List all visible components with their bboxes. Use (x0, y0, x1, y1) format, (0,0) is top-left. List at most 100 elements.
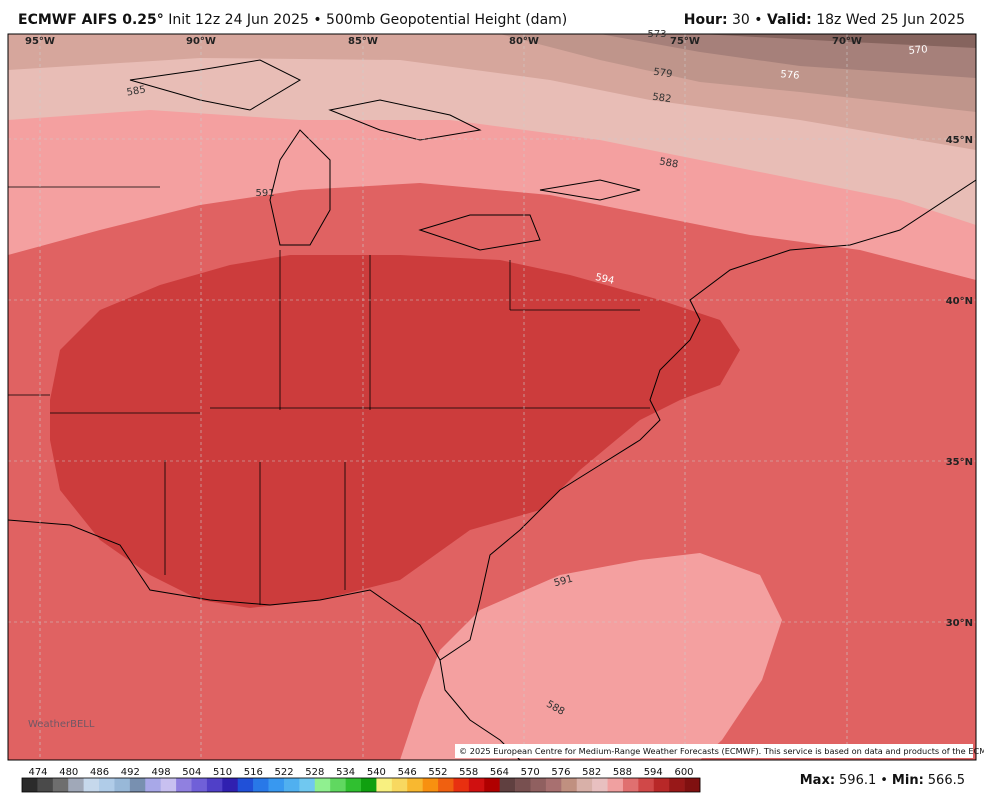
min-label: Min: (892, 773, 924, 788)
colorbar-label: 474 (28, 767, 47, 778)
colorbar-label: 510 (213, 767, 232, 778)
colorbar-swatch (145, 778, 161, 792)
colorbar-swatch (299, 778, 316, 792)
colorbar-swatch (330, 778, 346, 792)
lat-label: 30°N (946, 618, 973, 629)
colorbar-swatch (438, 778, 454, 792)
colorbar-label: 546 (398, 767, 417, 778)
lon-label: 80°W (509, 36, 539, 47)
colorbar-label: 570 (521, 767, 540, 778)
lon-label: 75°W (670, 36, 700, 47)
colorbar-swatch (453, 778, 470, 792)
colorbar-swatch (253, 778, 269, 792)
labels: 95°W 90°W 85°W 80°W 75°W 70°W 45°N 40°N 35°N 30°N… (25, 29, 973, 718)
lon-label: 85°W (348, 36, 378, 47)
colorbar-swatch (468, 778, 485, 792)
header-left: ECMWF AIFS 0.25° Init 12z 24 Jun 2025 • … (18, 12, 567, 28)
colorbar-swatch (576, 778, 593, 792)
colorbar-swatch (237, 778, 254, 792)
colorbar-swatch (669, 778, 685, 792)
colorbar-swatch (345, 778, 362, 792)
copyright: © 2025 European Centre for Medium-Range … (459, 746, 984, 756)
title: ECMWF AIFS 0.25° (18, 12, 164, 28)
colorbar-label: 528 (305, 767, 324, 778)
copyright-bg (455, 744, 973, 758)
colorbar-label: 522 (275, 767, 294, 778)
fill-570 (700, 34, 976, 48)
colorbar-label: 576 (551, 767, 570, 778)
colorbar-swatch (206, 778, 223, 792)
colorbar-swatch (22, 778, 38, 792)
colorbar-swatch (607, 778, 624, 792)
lon-label: 90°W (186, 36, 216, 47)
hour: 30 (732, 12, 750, 28)
contour-label: 588 (658, 156, 679, 170)
max-label: Max: (800, 773, 835, 788)
contour-label: 576 (780, 69, 800, 82)
colorbar-label: 588 (613, 767, 632, 778)
contour-fills (8, 34, 976, 760)
colorbar-swatch (68, 778, 84, 792)
colorbar-swatch (160, 778, 177, 792)
colorbar-label: 516 (244, 767, 263, 778)
graticule (8, 34, 976, 760)
colorbar-swatch (114, 778, 131, 792)
contour-label: 573 (647, 29, 666, 40)
colorbar: 474 480 486 492 498 504 510 516 522 528 534 540 546 5… (21, 767, 701, 793)
great-lakes (129, 59, 641, 251)
colorbar-swatch (530, 778, 547, 792)
stats: Max: 596.1 • Min: 566.5 (800, 773, 965, 788)
lat-label: 35°N (946, 457, 973, 468)
lat-label: 40°N (946, 296, 973, 307)
colorbar-label: 600 (674, 767, 693, 778)
colorbar-label: 504 (182, 767, 201, 778)
valid-label: Valid: (767, 12, 812, 28)
state-lines (8, 186, 650, 605)
colorbar-label: 492 (121, 767, 140, 778)
sep: • (880, 773, 888, 788)
colorbar-swatch (499, 778, 516, 792)
colorbar-swatch (191, 778, 208, 792)
colorbar-label: 594 (644, 767, 663, 778)
colorbar-swatch (422, 778, 439, 792)
colorbar-swatch (129, 778, 146, 792)
colorbar-swatch (361, 778, 377, 792)
colorbar-swatch (684, 778, 701, 792)
colorbar-swatch (515, 778, 531, 792)
colorbar-swatch (52, 778, 69, 792)
subtitle: Init 12z 24 Jun 2025 • 500mb Geopotentia… (168, 12, 568, 28)
colorbar-swatch (268, 778, 285, 792)
colorbar-label: 540 (367, 767, 386, 778)
colorbar-frame (21, 777, 701, 793)
colorbar-label: 564 (490, 767, 509, 778)
colorbar-swatch (638, 778, 655, 792)
colorbar-swatch (222, 778, 239, 792)
contour-label: 591 (255, 188, 274, 199)
coastline (8, 179, 976, 661)
fill-594 (50, 255, 740, 608)
lon-label: 70°W (832, 36, 862, 47)
contour-label: 594 (594, 272, 615, 287)
hour-label: Hour: (683, 12, 728, 28)
fill-576 (600, 34, 976, 78)
contour-label: 570 (908, 44, 928, 57)
logo: WeatherBELL (28, 719, 95, 730)
colorbar-swatch (592, 778, 608, 792)
colorbar-label: 582 (582, 767, 601, 778)
lon-label: 95°W (25, 36, 55, 47)
contour-label: 579 (653, 67, 673, 81)
min: 566.5 (928, 773, 965, 788)
colorbar-swatch (99, 778, 115, 792)
fill-588-south (400, 553, 782, 760)
colorbar-swatch (561, 778, 578, 792)
contour-label: 585 (126, 84, 147, 98)
colorbar-swatch (484, 778, 500, 792)
colorbar-swatch (407, 778, 423, 792)
colorbar-label: 552 (428, 767, 447, 778)
colorbar-swatch (391, 778, 408, 792)
colorbar-swatch (653, 778, 670, 792)
colorbar-swatch (37, 778, 54, 792)
colorbar-label: 558 (459, 767, 478, 778)
